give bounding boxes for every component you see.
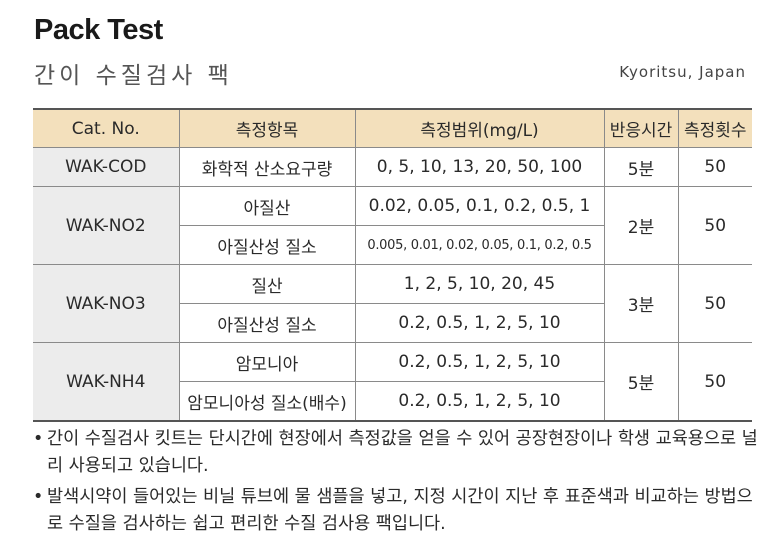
manufacturer-label: Kyoritsu, Japan	[619, 63, 746, 81]
test-count-cell: 50	[677, 342, 752, 422]
table-header-row: Cat. No. 측정항목 측정범위(mg/L) 반응시간 측정횟수	[33, 108, 752, 148]
header-cat-no: Cat. No.	[33, 108, 180, 148]
range-cell: 0, 5, 10, 13, 20, 50, 100	[354, 147, 605, 187]
range-cell: 0.005, 0.01, 0.02, 0.05, 0.1, 0.2, 0.5	[354, 225, 604, 265]
table-row: WAK-COD 화학적 산소요구량 0, 5, 10, 13, 20, 50, …	[33, 147, 752, 187]
header-range: 측정범위(mg/L)	[354, 108, 605, 148]
note-text: 발색시약이 들어있는 비닐 튜브에 물 샘플을 넣고, 지정 시간이 지난 후 …	[47, 487, 753, 534]
bullet-icon: •	[33, 429, 44, 449]
range-cell: 1, 2, 5, 10, 20, 45	[354, 264, 605, 304]
cat-no-cell: WAK-COD	[33, 147, 180, 187]
cat-no-cell: WAK-NO3	[33, 264, 180, 343]
item-cell: 아질산성 질소	[179, 303, 356, 343]
test-count-cell: 50	[677, 147, 752, 187]
item-cell: 화학적 산소요구량	[178, 147, 356, 187]
table-row: WAK-NO2 아질산 0.02, 0.05, 0.1, 0.2, 0.5, 1…	[33, 186, 752, 265]
spec-table: Cat. No. 측정항목 측정범위(mg/L) 반응시간 측정횟수 WAK-C…	[33, 108, 752, 422]
table-row: 암모니아성 질소(배수) 0.2, 0.5, 1, 2, 5, 10	[33, 381, 752, 422]
table-row: WAK-NH4 암모니아 0.2, 0.5, 1, 2, 5, 10 5분 50	[33, 342, 752, 422]
test-count-cell: 50	[677, 264, 752, 343]
cat-no-cell: WAK-NO2	[33, 186, 180, 265]
header-item: 측정항목	[178, 108, 356, 148]
test-count-cell: 50	[677, 186, 752, 265]
item-cell: 질산	[178, 264, 356, 304]
reaction-time-cell: 2분	[603, 186, 679, 265]
cat-no-cell: WAK-NH4	[33, 342, 180, 422]
table-row: 아질산성 질소 0.005, 0.01, 0.02, 0.05, 0.1, 0.…	[33, 225, 752, 265]
reaction-time-cell: 3분	[603, 264, 679, 343]
range-cell: 0.2, 0.5, 1, 2, 5, 10	[354, 342, 605, 382]
reaction-time-cell: 5분	[603, 147, 679, 187]
list-item: • 간이 수질검사 킷트는 단시간에 현장에서 측정값을 얻을 수 있어 공장현…	[33, 426, 758, 480]
range-cell: 0.02, 0.05, 0.1, 0.2, 0.5, 1	[354, 186, 605, 226]
page-title: Pack Test	[34, 14, 163, 46]
bullet-icon: •	[33, 487, 44, 507]
page-subtitle: 간이 수질검사 팩	[34, 63, 233, 89]
item-cell: 아질산	[178, 186, 356, 226]
item-cell: 암모니아	[178, 342, 356, 382]
reaction-time-cell: 5분	[603, 342, 679, 422]
header-test-count: 측정횟수	[677, 108, 752, 148]
table-row: WAK-NO3 질산 1, 2, 5, 10, 20, 45 3분 50	[33, 264, 752, 343]
note-text: 간이 수질검사 킷트는 단시간에 현장에서 측정값을 얻을 수 있어 공장현장이…	[47, 429, 758, 476]
item-cell: 암모니아성 질소(배수)	[179, 381, 356, 422]
notes-list: • 간이 수질검사 킷트는 단시간에 현장에서 측정값을 얻을 수 있어 공장현…	[33, 426, 758, 542]
header-reaction-time: 반응시간	[603, 108, 679, 148]
range-cell: 0.2, 0.5, 1, 2, 5, 10	[354, 381, 604, 422]
item-cell: 아질산성 질소	[179, 225, 356, 265]
list-item: • 발색시약이 들어있는 비닐 튜브에 물 샘플을 넣고, 지정 시간이 지난 …	[33, 484, 758, 538]
range-cell: 0.2, 0.5, 1, 2, 5, 10	[354, 303, 604, 343]
